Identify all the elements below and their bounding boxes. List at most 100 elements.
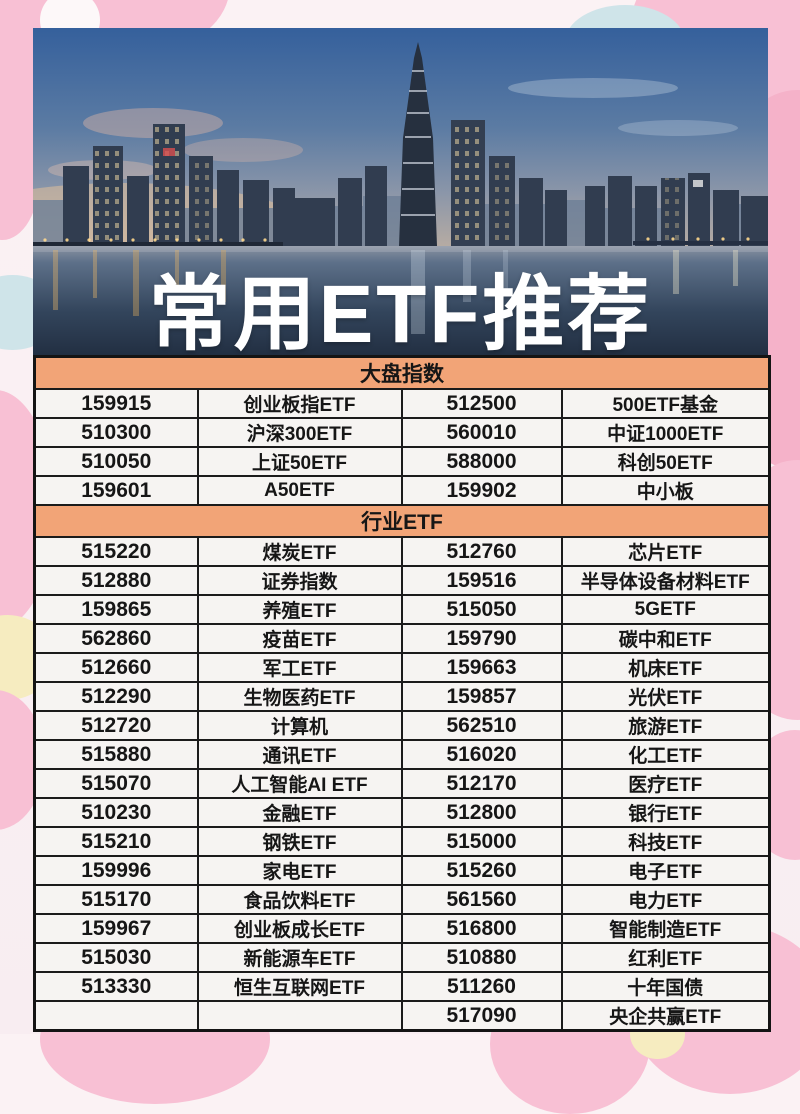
etf-code-cell: 159601	[33, 475, 199, 506]
etf-name-cell: 医疗ETF	[560, 768, 771, 799]
etf-name-cell: 食品饮料ETF	[196, 884, 403, 915]
etf-code-cell: 560010	[400, 417, 563, 448]
etf-code-cell: 159915	[33, 388, 199, 419]
etf-code-cell: 513330	[33, 971, 199, 1002]
etf-name-cell: 机床ETF	[560, 652, 771, 683]
etf-code-cell: 159790	[400, 623, 563, 654]
etf-code-cell: 512760	[400, 536, 563, 567]
table-row: 515030 新能源车ETF 510880 红利ETF	[33, 942, 771, 973]
table-row: 515880 通讯ETF 516020 化工ETF	[33, 739, 771, 770]
table-row: 512660 军工ETF 159663 机床ETF	[33, 652, 771, 683]
table-row: 159915 创业板指ETF 512500 500ETF基金	[33, 388, 771, 419]
table-row: 512880 证券指数 159516 半导体设备材料ETF	[33, 565, 771, 596]
section-header-row: 行业ETF	[33, 504, 771, 538]
etf-code-cell: 510050	[33, 446, 199, 477]
etf-name-cell: 银行ETF	[560, 797, 771, 828]
etf-code-cell: 562510	[400, 710, 563, 741]
table-row: 510230 金融ETF 512800 银行ETF	[33, 797, 771, 828]
etf-name-cell: 通讯ETF	[196, 739, 403, 770]
table-row: 562860 疫苗ETF 159790 碳中和ETF	[33, 623, 771, 654]
table-row: 159967 创业板成长ETF 516800 智能制造ETF	[33, 913, 771, 944]
etf-code-cell: 510880	[400, 942, 563, 973]
etf-code-cell: 512170	[400, 768, 563, 799]
etf-name-cell: 计算机	[196, 710, 403, 741]
etf-name-cell: 旅游ETF	[560, 710, 771, 741]
etf-name-cell: 中证1000ETF	[560, 417, 771, 448]
etf-name-cell: 电力ETF	[560, 884, 771, 915]
etf-name-cell: 智能制造ETF	[560, 913, 771, 944]
etf-code-cell: 515030	[33, 942, 199, 973]
etf-name-cell: 证券指数	[196, 565, 403, 596]
table-row: 159601 A50ETF 159902 中小板	[33, 475, 771, 506]
etf-name-cell: 疫苗ETF	[196, 623, 403, 654]
etf-code-cell: 159865	[33, 594, 199, 625]
etf-code-cell: 515070	[33, 768, 199, 799]
etf-code-cell: 511260	[400, 971, 563, 1002]
etf-code-cell: 159516	[400, 565, 563, 596]
etf-code-cell: 159663	[400, 652, 563, 683]
etf-name-cell: 科创50ETF	[560, 446, 771, 477]
skyline-photo: 常用ETF推荐	[33, 28, 768, 355]
etf-code-cell: 562860	[33, 623, 199, 654]
etf-name-cell: 军工ETF	[196, 652, 403, 683]
table-row: 517090 央企共赢ETF	[33, 1000, 771, 1032]
etf-name-cell: 央企共赢ETF	[560, 1000, 771, 1032]
table-row: 512290 生物医药ETF 159857 光伏ETF	[33, 681, 771, 712]
section-header-row: 大盘指数	[33, 355, 771, 390]
etf-code-cell: 515210	[33, 826, 199, 857]
etf-code-cell: 159996	[33, 855, 199, 886]
etf-name-cell: 十年国债	[560, 971, 771, 1002]
etf-name-cell: 人工智能AI ETF	[196, 768, 403, 799]
etf-code-cell: 515000	[400, 826, 563, 857]
etf-code-cell: 512720	[33, 710, 199, 741]
etf-name-cell: 光伏ETF	[560, 681, 771, 712]
etf-name-cell: 500ETF基金	[560, 388, 771, 419]
etf-table-body: 大盘指数 159915 创业板指ETF 512500 500ETF基金 510300 沪深3…	[33, 355, 771, 1032]
etf-name-cell: 创业板成长ETF	[196, 913, 403, 944]
etf-name-cell	[196, 1000, 403, 1032]
etf-code-cell: 561560	[400, 884, 563, 915]
etf-name-cell: 碳中和ETF	[560, 623, 771, 654]
etf-table: 大盘指数 159915 创业板指ETF 512500 500ETF基金 510300 沪深3…	[33, 355, 771, 1032]
etf-code-cell: 159857	[400, 681, 563, 712]
etf-code-cell: 516020	[400, 739, 563, 770]
etf-code-cell: 512500	[400, 388, 563, 419]
etf-code-cell: 515050	[400, 594, 563, 625]
etf-code-cell: 510230	[33, 797, 199, 828]
poster: 常用ETF推荐 大盘指数 159915 创业板指ETF 512500 500ETF基金 5…	[33, 28, 771, 1032]
etf-code-cell	[33, 1000, 199, 1032]
table-row: 515210 钢铁ETF 515000 科技ETF	[33, 826, 771, 857]
etf-name-cell: 中小板	[560, 475, 771, 506]
etf-name-cell: 新能源车ETF	[196, 942, 403, 973]
etf-name-cell: 科技ETF	[560, 826, 771, 857]
etf-name-cell: 养殖ETF	[196, 594, 403, 625]
table-row: 159865 养殖ETF 515050 5GETF	[33, 594, 771, 625]
etf-name-cell: 创业板指ETF	[196, 388, 403, 419]
etf-code-cell: 512290	[33, 681, 199, 712]
etf-code-cell: 515880	[33, 739, 199, 770]
etf-code-cell: 512800	[400, 797, 563, 828]
etf-code-cell: 159967	[33, 913, 199, 944]
etf-code-cell: 515260	[400, 855, 563, 886]
etf-name-cell: 化工ETF	[560, 739, 771, 770]
etf-name-cell: 上证50ETF	[196, 446, 403, 477]
etf-code-cell: 515170	[33, 884, 199, 915]
etf-name-cell: 芯片ETF	[560, 536, 771, 567]
etf-name-cell: 钢铁ETF	[196, 826, 403, 857]
etf-name-cell: 半导体设备材料ETF	[560, 565, 771, 596]
etf-name-cell: 煤炭ETF	[196, 536, 403, 567]
etf-name-cell: 恒生互联网ETF	[196, 971, 403, 1002]
etf-code-cell: 512880	[33, 565, 199, 596]
table-row: 515220 煤炭ETF 512760 芯片ETF	[33, 536, 771, 567]
section-header: 大盘指数	[33, 355, 771, 390]
etf-name-cell: 金融ETF	[196, 797, 403, 828]
etf-name-cell: 红利ETF	[560, 942, 771, 973]
etf-code-cell: 510300	[33, 417, 199, 448]
etf-code-cell: 517090	[400, 1000, 563, 1032]
table-row: 510050 上证50ETF 588000 科创50ETF	[33, 446, 771, 477]
etf-name-cell: 沪深300ETF	[196, 417, 403, 448]
etf-name-cell: 家电ETF	[196, 855, 403, 886]
table-row: 513330 恒生互联网ETF 511260 十年国债	[33, 971, 771, 1002]
poster-title: 常用ETF推荐	[148, 268, 653, 355]
etf-code-cell: 159902	[400, 475, 563, 506]
